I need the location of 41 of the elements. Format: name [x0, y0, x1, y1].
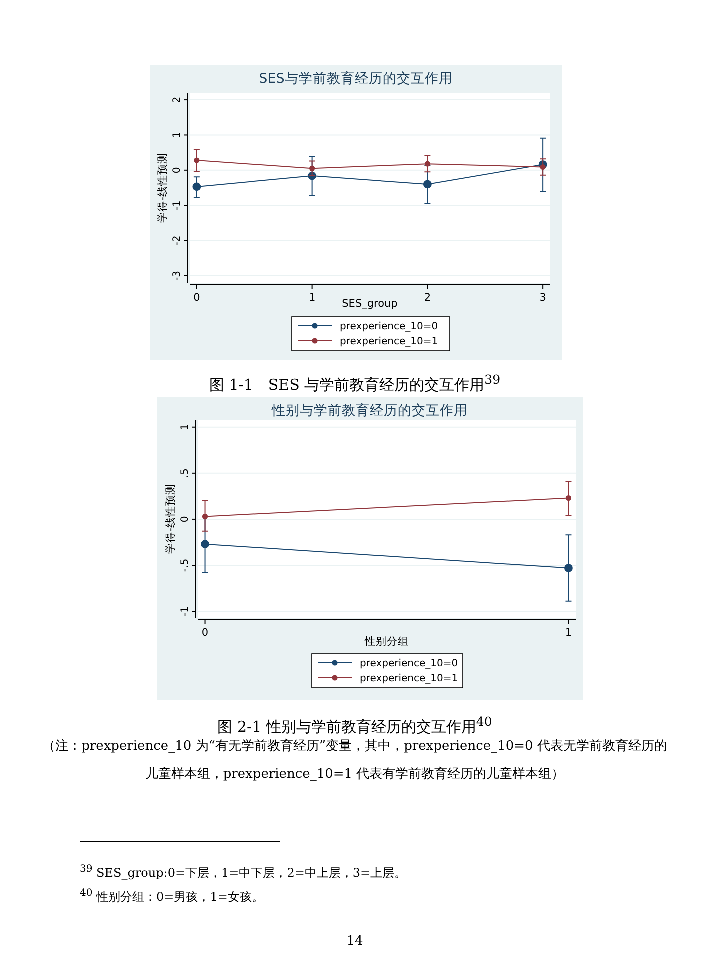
point: [202, 514, 208, 520]
point: [566, 495, 572, 502]
x-tick-label: 1: [308, 292, 316, 304]
point: [564, 564, 573, 572]
point: [424, 161, 430, 167]
x-tick-label: 3: [540, 292, 546, 304]
x-tick-label: 0: [194, 292, 200, 304]
x-axis-title: 性别分组: [364, 636, 409, 648]
y-tick-label: -2: [172, 236, 183, 246]
caption: 图 2-1 性别与学前教育经历的交互作用$^{40}$: [218, 714, 492, 736]
caption: 图 1-1 SES 与学前教育经历的交互作用$^{39}$: [208, 371, 502, 396]
legend-label: prexperience_10=1: [360, 674, 458, 684]
point: [194, 158, 200, 164]
point: [423, 180, 432, 189]
chart-title: SES与学前教育经历的交互作用: [259, 70, 453, 87]
y-tick-label: -.5: [180, 558, 191, 572]
point: [192, 182, 202, 192]
point: [201, 540, 210, 549]
text: $^{40}$ 性别分组：0=男孩，1=女孩。: [80, 887, 265, 906]
y-tick-label: .5: [180, 468, 191, 478]
y-axis-title: 学得-线性预测: [156, 153, 169, 223]
legend-label: prexperience_10=1: [340, 336, 438, 348]
y-tick-label: 0: [172, 167, 183, 174]
y-tick-label: 1: [180, 424, 191, 431]
x-axis-title: SES_group: [342, 298, 398, 310]
y-tick-label: -1: [180, 606, 191, 617]
chart-title: 性别与学前教育经历的交互作用: [271, 402, 468, 419]
point: [310, 166, 316, 172]
y-tick-label: -3: [172, 270, 183, 281]
y-tick-label: 2: [172, 96, 183, 104]
x-tick-label: 2: [424, 292, 432, 304]
y-tick-label: 0: [180, 516, 191, 523]
legend-label: prexperience_10=0: [340, 322, 438, 332]
legend-label: prexperience_10=0: [360, 658, 458, 670]
y-tick-label: 1: [172, 132, 183, 138]
y-tick-label: -1: [172, 200, 183, 211]
text: 14: [346, 933, 364, 951]
text: （注：prexperience_10 为“有无学前教育经历”变量，其中，prexperience_10=0 代表无学前教育经历的儿童样本组，prexperience_10=1 代表有学前教育经历的儿童样本组）: [42, 739, 668, 782]
text: $^{39}$ SES_group:0=下层，1=中下层，2=中上层，3=上层。: [80, 863, 408, 882]
point: [540, 164, 546, 170]
y-axis-title: 学得-线性预测: [164, 484, 177, 554]
